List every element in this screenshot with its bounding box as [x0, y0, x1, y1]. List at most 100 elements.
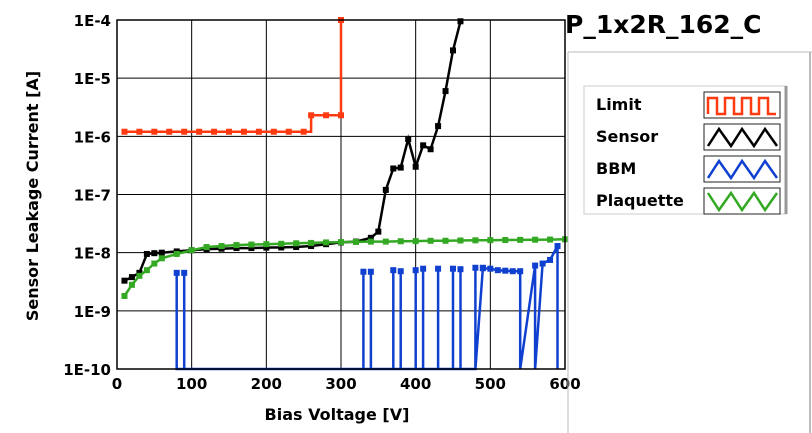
data-point	[181, 269, 188, 276]
legend-label: Limit	[596, 95, 642, 114]
plot-border	[116, 19, 566, 370]
legend[interactable]: Limit Sensor BBM Plaquette	[583, 85, 788, 215]
data-point	[338, 112, 344, 119]
data-point	[240, 128, 247, 135]
data-point	[532, 262, 539, 269]
legend-label: Plaquette	[596, 191, 684, 210]
y-tick-label: 1E-7	[74, 187, 111, 205]
data-point	[375, 228, 382, 235]
x-tick-label: 400	[400, 375, 431, 393]
data-point	[517, 268, 524, 275]
data-point	[143, 250, 150, 257]
legend-item-limit[interactable]: Limit	[596, 91, 781, 119]
legend-pattern	[706, 190, 779, 213]
tick-labels: 0 100 200 300 400 500 600 1E-10 1E-9 1E-8 1E-7 1E-6…	[63, 12, 580, 393]
data-point	[547, 236, 554, 243]
data-point	[532, 236, 539, 243]
x-tick-label: 100	[176, 375, 207, 393]
data-point	[442, 88, 449, 95]
legend-label: Sensor	[596, 127, 658, 146]
data-point	[173, 250, 180, 257]
data-point	[226, 128, 232, 135]
data-point	[360, 268, 367, 275]
x-axis-title: Bias Voltage [V]	[265, 405, 410, 424]
data-point	[405, 135, 412, 142]
legend-pattern	[706, 158, 779, 181]
data-point	[181, 128, 188, 135]
data-point	[293, 240, 300, 247]
data-point	[502, 237, 509, 244]
data-point	[539, 260, 546, 267]
legend-pattern	[706, 126, 779, 149]
data-point	[196, 128, 203, 135]
y-tick-label: 1E-4	[74, 12, 111, 30]
data-point	[308, 243, 315, 250]
legend-item-plaquette[interactable]: Plaquette	[596, 187, 781, 215]
legend-item-sensor[interactable]: Sensor	[596, 123, 781, 151]
data-point	[442, 237, 449, 244]
data-point	[308, 239, 315, 246]
data-point	[338, 239, 344, 246]
data-point	[472, 237, 479, 244]
data-point	[263, 244, 270, 251]
data-point	[323, 112, 330, 119]
data-point	[554, 243, 561, 250]
data-point	[367, 238, 374, 245]
data-point	[293, 244, 300, 251]
data-point	[143, 267, 150, 274]
data-point	[151, 260, 158, 267]
data-point	[136, 272, 143, 279]
data-point	[487, 265, 494, 272]
data-point	[479, 265, 486, 272]
data-point	[323, 239, 330, 246]
data-point	[352, 238, 359, 245]
data-point	[136, 128, 143, 135]
y-tick-label: 1E-10	[63, 361, 111, 379]
data-point	[203, 244, 210, 251]
data-point	[166, 128, 173, 135]
data-point	[494, 267, 501, 274]
data-point	[248, 245, 255, 252]
data-point	[457, 266, 464, 273]
x-tick-label: 500	[475, 375, 506, 393]
data-point	[472, 264, 479, 271]
data-point	[382, 238, 389, 245]
x-tick-label: 0	[112, 375, 122, 393]
y-tick-label: 1E-6	[74, 128, 111, 146]
data-point	[420, 142, 427, 149]
data-point	[300, 128, 307, 135]
data-point	[397, 164, 404, 171]
data-point	[270, 128, 277, 135]
data-point	[263, 241, 270, 248]
data-point	[517, 236, 524, 243]
data-point	[509, 268, 516, 275]
y-tick-label: 1E-5	[74, 70, 111, 88]
data-point	[412, 163, 419, 170]
data-point	[128, 281, 135, 288]
series-plaquette	[121, 236, 568, 299]
legend-pattern	[706, 96, 776, 116]
data-point	[397, 238, 404, 245]
data-point	[211, 128, 218, 135]
data-point	[390, 267, 397, 274]
data-point	[502, 267, 509, 274]
data-point	[248, 241, 255, 248]
data-point	[218, 243, 225, 250]
data-point	[547, 256, 554, 263]
data-point	[255, 128, 262, 135]
data-point	[435, 265, 442, 272]
data-point	[173, 269, 180, 276]
legend-label: BBM	[596, 159, 636, 178]
y-tick-label: 1E-8	[74, 245, 111, 263]
data-point	[382, 186, 389, 193]
data-point	[457, 237, 464, 244]
data-point	[233, 242, 240, 249]
x-tick-label: 200	[251, 375, 282, 393]
data-point	[121, 292, 128, 299]
data-point	[151, 250, 158, 257]
data-point	[367, 268, 374, 275]
y-tick-label: 1E-9	[74, 303, 111, 321]
data-point	[427, 146, 434, 153]
legend-item-bbm[interactable]: BBM	[596, 155, 781, 183]
